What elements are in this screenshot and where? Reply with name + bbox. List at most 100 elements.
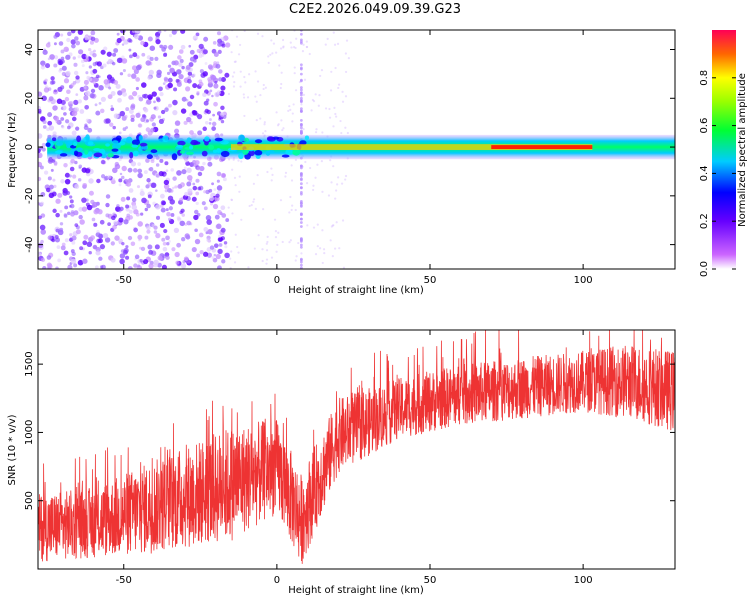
ridge-blob	[76, 135, 82, 143]
noise-point	[294, 158, 298, 162]
ridge-blob	[281, 154, 290, 158]
noise-point	[262, 87, 265, 91]
noise-point	[52, 105, 58, 111]
noise-point	[66, 89, 71, 94]
noise-point	[60, 85, 65, 90]
noise-point	[165, 208, 169, 212]
noise-point	[209, 196, 215, 202]
ridge-blob	[146, 154, 153, 160]
noise-point	[153, 106, 157, 110]
snr-series	[38, 330, 675, 564]
noise-point	[319, 247, 322, 250]
noise-point	[173, 60, 179, 66]
noise-point	[59, 67, 63, 72]
noise-point	[211, 256, 215, 260]
noise-point	[74, 184, 80, 190]
noise-point	[304, 160, 307, 164]
noise-point	[271, 52, 274, 55]
noise-point	[161, 201, 166, 206]
noise-point	[166, 211, 171, 217]
noise-point	[233, 81, 236, 84]
ridge-blob	[150, 149, 158, 154]
noise-point	[118, 217, 124, 223]
noise-point	[70, 30, 76, 34]
noise-point	[99, 265, 104, 269]
noise-point	[152, 201, 156, 206]
noise-point	[98, 75, 101, 79]
noise-point	[214, 80, 218, 84]
noise-point	[242, 93, 245, 96]
noise-point	[159, 158, 164, 163]
noise-point	[53, 115, 59, 122]
noise-point	[162, 82, 166, 86]
noise-point	[213, 61, 218, 65]
noise-point	[220, 77, 226, 83]
noise-point	[84, 123, 88, 127]
noise-point	[290, 46, 293, 49]
noise-point	[218, 69, 223, 74]
noise-point	[181, 169, 187, 175]
stripe-point	[299, 177, 303, 181]
noise-point	[109, 122, 114, 127]
noise-point	[60, 179, 65, 184]
noise-point	[46, 255, 52, 260]
noise-point	[125, 255, 130, 260]
noise-point	[231, 75, 234, 78]
noise-point	[164, 189, 168, 193]
noise-point	[213, 101, 218, 107]
noise-point	[321, 261, 324, 265]
noise-point	[100, 108, 105, 114]
noise-point	[232, 85, 236, 88]
noise-point	[192, 35, 198, 41]
noise-point	[140, 212, 144, 216]
noise-point	[253, 247, 256, 250]
noise-point	[290, 208, 293, 212]
noise-point	[274, 230, 278, 233]
noise-point	[103, 46, 108, 51]
spectrogram-xlabel: Height of straight line (km)	[288, 285, 424, 296]
noise-point	[167, 195, 174, 201]
noise-point	[92, 68, 98, 74]
noise-point	[216, 31, 221, 36]
noise-point	[234, 184, 237, 187]
noise-point	[198, 53, 203, 58]
noise-point	[53, 42, 57, 46]
y-tick-label: 0	[24, 144, 35, 150]
noise-point	[122, 68, 126, 73]
noise-point	[79, 109, 85, 114]
noise-point	[145, 42, 149, 46]
noise-point	[136, 265, 143, 269]
noise-point	[153, 105, 159, 111]
noise-point	[171, 247, 176, 252]
noise-point	[321, 229, 324, 232]
noise-point	[294, 89, 298, 92]
noise-point	[218, 243, 223, 247]
noise-point	[172, 176, 177, 181]
colorbar-gradient	[712, 30, 736, 269]
noise-point	[163, 179, 170, 186]
noise-point	[127, 73, 131, 78]
noise-point	[263, 121, 266, 124]
noise-point	[107, 94, 113, 100]
noise-point	[135, 112, 141, 118]
noise-point	[98, 102, 102, 105]
noise-point	[335, 189, 338, 192]
noise-point	[44, 78, 48, 82]
noise-point	[135, 86, 139, 91]
noise-point	[38, 108, 42, 113]
noise-point	[161, 264, 167, 269]
noise-point	[340, 131, 343, 135]
noise-point	[189, 222, 193, 226]
noise-point	[303, 78, 307, 81]
noise-point	[135, 212, 140, 217]
noise-point	[337, 83, 341, 86]
noise-point	[264, 130, 267, 133]
noise-point	[83, 79, 89, 85]
noise-point	[149, 56, 154, 62]
noise-point	[107, 222, 111, 226]
noise-point	[280, 119, 283, 122]
noise-point	[335, 221, 338, 224]
noise-point	[188, 44, 192, 48]
noise-point	[331, 255, 334, 258]
noise-point	[220, 85, 226, 91]
